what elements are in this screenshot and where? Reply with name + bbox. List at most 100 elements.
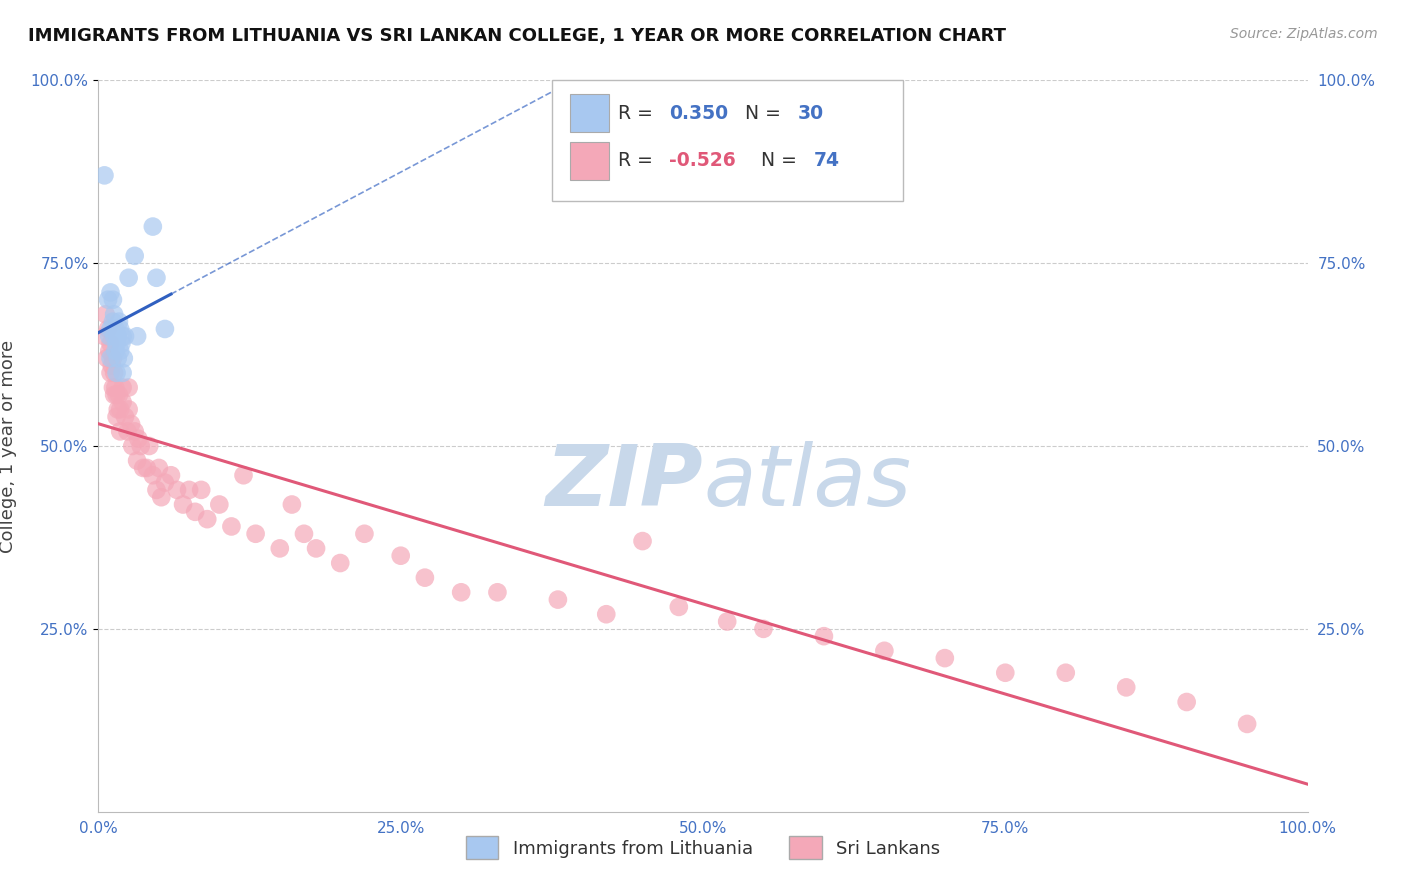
Point	[114, 409, 136, 424]
Point	[101, 380, 124, 394]
Point	[595, 607, 617, 622]
Point	[111, 366, 134, 380]
Point	[145, 483, 167, 497]
Point	[813, 629, 835, 643]
Point	[269, 541, 291, 556]
Point	[127, 453, 149, 467]
Point	[108, 322, 131, 336]
Point	[135, 461, 157, 475]
Legend: Immigrants from Lithuania, Sri Lankans: Immigrants from Lithuania, Sri Lankans	[457, 827, 949, 869]
Text: 30: 30	[797, 103, 824, 123]
Point	[245, 526, 267, 541]
Point	[114, 329, 136, 343]
Point	[103, 329, 125, 343]
Point	[132, 461, 155, 475]
FancyBboxPatch shape	[569, 95, 609, 132]
FancyBboxPatch shape	[569, 142, 609, 180]
Point	[873, 644, 896, 658]
FancyBboxPatch shape	[551, 80, 903, 201]
Point	[111, 329, 134, 343]
Point	[195, 512, 218, 526]
Point	[108, 315, 131, 329]
Point	[127, 432, 149, 446]
Text: R =: R =	[619, 152, 659, 170]
Point	[101, 351, 124, 366]
Point	[1054, 665, 1077, 680]
Point	[1115, 681, 1137, 695]
Point	[112, 351, 135, 366]
Point	[108, 388, 131, 402]
Point	[450, 585, 472, 599]
Point	[668, 599, 690, 614]
Point	[103, 307, 125, 321]
Text: Source: ZipAtlas.com: Source: ZipAtlas.com	[1230, 27, 1378, 41]
Point	[142, 468, 165, 483]
Text: IMMIGRANTS FROM LITHUANIA VS SRI LANKAN COLLEGE, 1 YEAR OR MORE CORRELATION CHAR: IMMIGRANTS FROM LITHUANIA VS SRI LANKAN …	[28, 27, 1007, 45]
Point	[107, 329, 129, 343]
Point	[97, 322, 120, 336]
Point	[105, 366, 128, 380]
Point	[97, 293, 120, 307]
Point	[292, 526, 315, 541]
Point	[110, 336, 132, 351]
Point	[129, 439, 152, 453]
Point	[353, 526, 375, 541]
Point	[98, 343, 121, 358]
Point	[148, 461, 170, 475]
Point	[329, 556, 352, 570]
Point	[1175, 695, 1198, 709]
Point	[98, 329, 121, 343]
Point	[96, 351, 118, 366]
Point	[127, 329, 149, 343]
Point	[111, 380, 134, 394]
Point	[413, 571, 436, 585]
Point	[100, 336, 122, 351]
Point	[100, 359, 122, 373]
Point	[281, 498, 304, 512]
Point	[150, 490, 173, 504]
Point	[221, 519, 243, 533]
Point	[94, 307, 117, 321]
Text: -0.526: -0.526	[669, 152, 735, 170]
Point	[184, 505, 207, 519]
Point	[153, 322, 176, 336]
Point	[105, 388, 128, 402]
Point	[752, 622, 775, 636]
Point	[389, 549, 412, 563]
Point	[105, 409, 128, 424]
Point	[107, 351, 129, 366]
Point	[118, 270, 141, 285]
Text: 74: 74	[814, 152, 841, 170]
Point	[232, 468, 254, 483]
Point	[631, 534, 654, 549]
Point	[117, 425, 139, 439]
Point	[934, 651, 956, 665]
Point	[124, 249, 146, 263]
Point	[166, 483, 188, 497]
Point	[105, 336, 128, 351]
Text: R =: R =	[619, 103, 659, 123]
Point	[101, 293, 124, 307]
Point	[118, 380, 141, 394]
Point	[208, 498, 231, 512]
Point	[103, 366, 125, 380]
Point	[111, 395, 134, 409]
Point	[138, 439, 160, 453]
Point	[103, 388, 125, 402]
Point	[153, 475, 176, 490]
Y-axis label: College, 1 year or more: College, 1 year or more	[0, 340, 17, 552]
Point	[104, 380, 127, 394]
Point	[101, 315, 124, 329]
Text: 0.350: 0.350	[669, 103, 728, 123]
Point	[121, 439, 143, 453]
Point	[179, 483, 201, 497]
Point	[104, 343, 127, 358]
Point	[120, 417, 142, 431]
Point	[100, 322, 122, 336]
Point	[486, 585, 509, 599]
Point	[93, 169, 115, 183]
Point	[547, 592, 569, 607]
Point	[93, 329, 115, 343]
Point	[994, 665, 1017, 680]
Point	[124, 425, 146, 439]
